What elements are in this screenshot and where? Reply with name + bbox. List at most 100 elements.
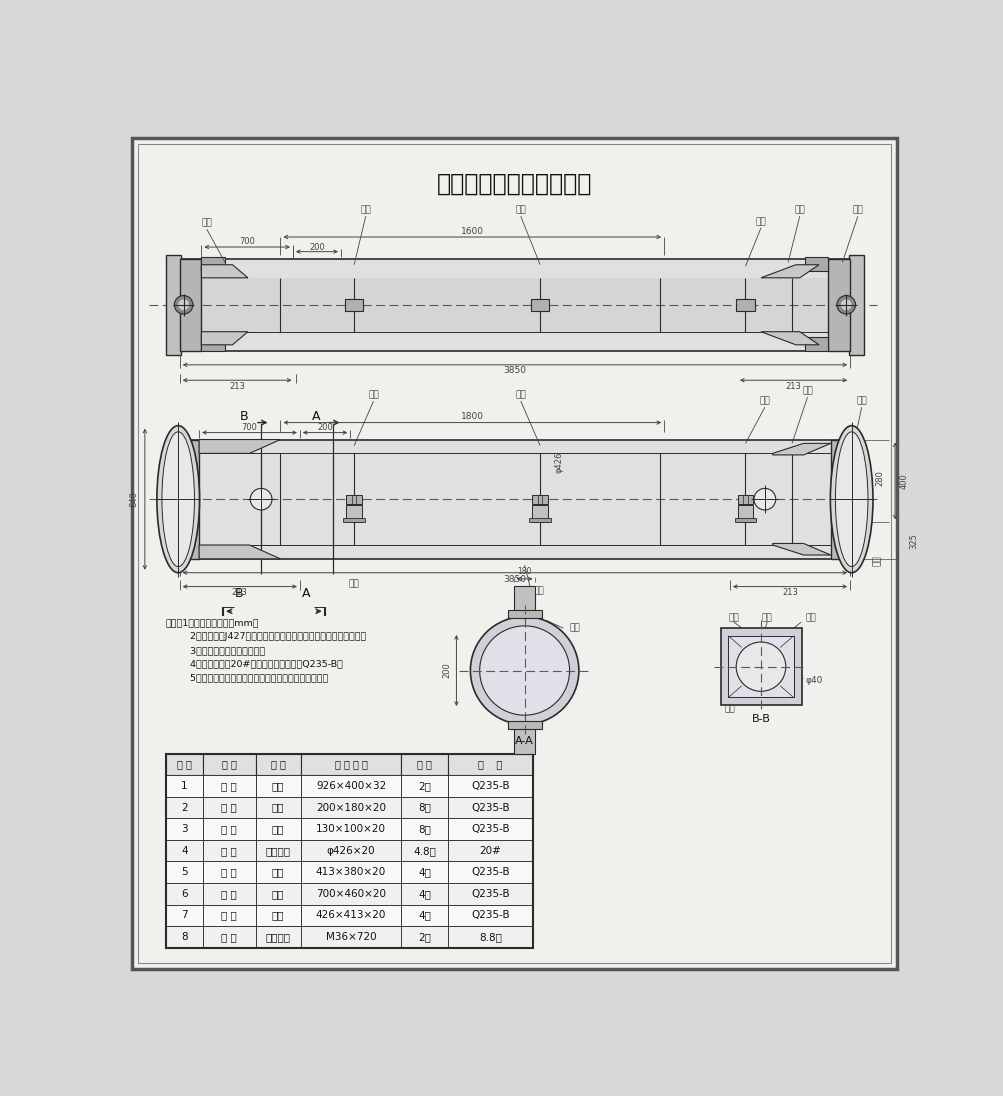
Text: 200: 200 xyxy=(442,663,451,678)
Circle shape xyxy=(250,489,272,510)
Bar xyxy=(447,754,533,775)
Bar xyxy=(401,926,447,948)
Text: 件七: 件七 xyxy=(758,397,769,406)
Text: Q235-B: Q235-B xyxy=(470,781,510,791)
Text: 件四: 件四 xyxy=(515,206,526,215)
Circle shape xyxy=(735,642,785,692)
Text: 700: 700 xyxy=(239,237,255,247)
Text: 件 三: 件 三 xyxy=(222,824,237,834)
Bar xyxy=(804,338,827,351)
Text: 钢板: 钢板 xyxy=(272,867,284,877)
Polygon shape xyxy=(199,545,280,559)
Text: Q235-B: Q235-B xyxy=(470,867,510,877)
Text: 413×380×20: 413×380×20 xyxy=(316,867,386,877)
Text: 件七: 件七 xyxy=(761,613,771,621)
Bar xyxy=(256,861,300,883)
Text: 件二: 件二 xyxy=(533,586,544,596)
Ellipse shape xyxy=(834,432,867,567)
Bar xyxy=(300,754,401,775)
Bar xyxy=(203,861,256,883)
Bar xyxy=(737,505,752,523)
Text: B: B xyxy=(240,410,248,423)
Bar xyxy=(401,775,447,797)
Text: 件一: 件一 xyxy=(872,556,881,567)
Bar xyxy=(165,254,182,355)
Bar xyxy=(256,819,300,840)
Bar xyxy=(203,840,256,861)
Bar xyxy=(203,775,256,797)
Text: 926×400×32: 926×400×32 xyxy=(316,781,386,791)
Text: 件八: 件八 xyxy=(852,206,863,215)
Text: 件四: 件四 xyxy=(728,613,738,621)
Bar xyxy=(300,904,401,926)
Text: 20#: 20# xyxy=(479,846,500,856)
Text: 4块: 4块 xyxy=(418,889,430,899)
Bar xyxy=(514,586,535,617)
Text: 400: 400 xyxy=(899,473,908,489)
Text: 件 二: 件 二 xyxy=(222,802,237,812)
Text: 钢板: 钢板 xyxy=(272,802,284,812)
Text: 件 号: 件 号 xyxy=(222,760,237,769)
Text: 件三: 件三 xyxy=(569,624,580,632)
Bar xyxy=(202,338,225,351)
Text: 4.8米: 4.8米 xyxy=(413,846,435,856)
Bar xyxy=(532,505,548,523)
Bar xyxy=(203,797,256,819)
Circle shape xyxy=(178,299,189,310)
Text: Q235-B: Q235-B xyxy=(470,889,510,899)
Bar xyxy=(300,926,401,948)
Text: 700×460×20: 700×460×20 xyxy=(316,889,385,899)
Bar xyxy=(532,494,548,504)
Bar xyxy=(165,775,203,797)
Bar xyxy=(829,439,850,559)
Text: 200×180×20: 200×180×20 xyxy=(316,802,385,812)
Bar xyxy=(256,840,300,861)
Bar xyxy=(203,754,256,775)
Text: 6: 6 xyxy=(181,889,188,899)
Bar xyxy=(202,258,225,271)
Text: 件六: 件六 xyxy=(202,218,212,228)
Bar xyxy=(734,518,755,523)
Bar xyxy=(300,819,401,840)
Bar xyxy=(401,904,447,926)
Text: 200: 200 xyxy=(317,423,333,432)
Bar xyxy=(256,883,300,904)
Text: 钢板: 钢板 xyxy=(272,889,284,899)
Ellipse shape xyxy=(829,425,873,573)
Bar xyxy=(735,298,754,311)
Text: 双头螺栓: 双头螺栓 xyxy=(266,932,291,941)
Bar xyxy=(300,775,401,797)
Polygon shape xyxy=(772,444,829,455)
Bar xyxy=(199,277,829,332)
Polygon shape xyxy=(202,265,248,277)
Bar xyxy=(401,797,447,819)
Text: 件 六: 件 六 xyxy=(222,889,237,899)
Text: 4块: 4块 xyxy=(418,911,430,921)
Bar xyxy=(529,518,551,523)
Text: 700: 700 xyxy=(242,423,257,432)
Text: 325: 325 xyxy=(909,533,918,548)
Bar xyxy=(447,861,533,883)
Text: 4块: 4块 xyxy=(418,867,430,877)
Text: 7: 7 xyxy=(181,911,188,921)
Text: 说明：1、标注尺寸单位为mm。: 说明：1、标注尺寸单位为mm。 xyxy=(165,618,259,627)
Text: Q235-B: Q235-B xyxy=(470,911,510,921)
Text: 1800: 1800 xyxy=(460,412,483,421)
Bar xyxy=(346,494,361,504)
Text: B-B: B-B xyxy=(751,713,769,724)
Text: 2块: 2块 xyxy=(418,781,430,791)
Polygon shape xyxy=(760,265,818,277)
Bar xyxy=(447,840,533,861)
Text: 3850: 3850 xyxy=(503,575,526,584)
Text: 3、构件四不得有焊接缺失。: 3、构件四不得有焊接缺失。 xyxy=(165,646,265,655)
Bar xyxy=(165,754,533,948)
Text: 4: 4 xyxy=(181,846,188,856)
Bar xyxy=(804,258,827,271)
Bar xyxy=(300,861,401,883)
Text: φ40: φ40 xyxy=(804,676,821,685)
Text: 件三: 件三 xyxy=(348,579,359,589)
Text: 213: 213 xyxy=(784,381,800,391)
Text: 名 称: 名 称 xyxy=(271,760,285,769)
Text: A: A xyxy=(302,587,310,600)
Bar xyxy=(401,819,447,840)
